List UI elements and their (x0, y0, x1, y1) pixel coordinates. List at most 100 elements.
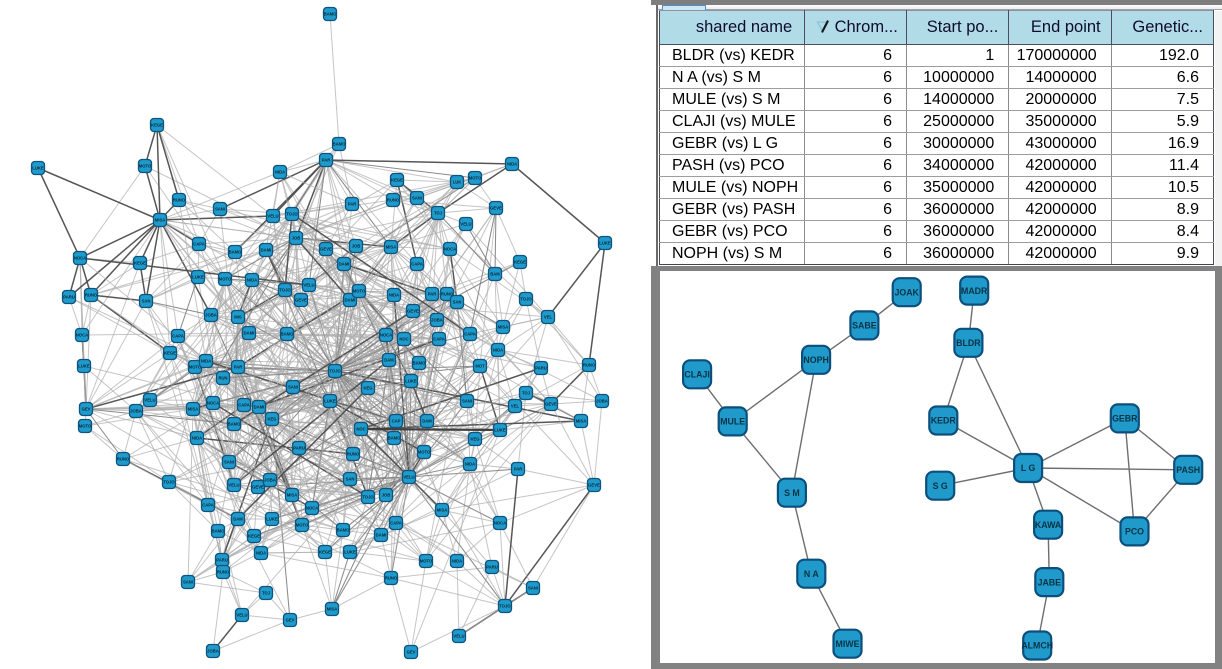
svg-text:PARU: PARU (216, 558, 228, 563)
svg-text:DAMI: DAMI (244, 331, 255, 336)
svg-text:MISA: MISA (287, 493, 297, 498)
svg-text:SAN: SAN (142, 299, 151, 304)
svg-text:S G: S G (933, 481, 948, 491)
svg-text:TOJO: TOJO (329, 369, 341, 374)
svg-text:MISA: MISA (155, 218, 165, 223)
svg-text:MIS: MIS (234, 315, 242, 320)
svg-text:MADR: MADR (961, 286, 988, 296)
svg-text:BAMO: BAMO (229, 250, 243, 255)
svg-text:MOTO: MOTO (139, 164, 152, 169)
svg-text:KEG: KEG (470, 437, 479, 442)
svg-text:PAR: PAR (428, 292, 437, 297)
svg-text:VELU: VELU (303, 283, 314, 288)
svg-text:DAM: DAM (233, 517, 243, 522)
svg-text:CAPA: CAPA (411, 262, 423, 267)
svg-text:NOC: NOC (399, 337, 408, 342)
svg-text:TOJ: TOJ (434, 211, 443, 216)
svg-text:BAMO: BAMO (228, 422, 242, 427)
svg-text:NIDA: NIDA (275, 170, 285, 175)
svg-text:JOB: JOB (352, 244, 361, 249)
svg-text:JOBA: JOBA (596, 399, 608, 404)
svg-text:LUKE: LUKE (344, 550, 356, 555)
svg-text:NIDA: NIDA (452, 559, 462, 564)
svg-text:SAN: SAN (346, 477, 355, 482)
svg-text:PASH: PASH (1176, 465, 1200, 475)
svg-text:GEVE: GEVE (320, 247, 332, 252)
svg-text:DAM: DAM (422, 419, 432, 424)
svg-text:TOJ: TOJ (262, 591, 271, 596)
svg-text:CAPA: CAPA (433, 337, 445, 342)
svg-text:NIDA: NIDA (192, 436, 202, 441)
svg-text:VELU: VELU (460, 222, 471, 227)
svg-text:JOBA: JOBA (130, 409, 142, 414)
svg-text:MOTO: MOTO (79, 424, 92, 429)
svg-text:PAR: PAR (322, 158, 331, 163)
svg-text:MOTO: MOTO (219, 277, 232, 282)
svg-text:KEG: KEG (363, 386, 372, 391)
svg-text:NIDA: NIDA (507, 162, 517, 167)
svg-text:MOTO: MOTO (418, 450, 431, 455)
svg-text:JOBA: JOBA (205, 313, 217, 318)
svg-text:NOC: NOC (356, 427, 365, 432)
svg-text:GEV: GEV (407, 650, 416, 655)
svg-text:VELU: VELU (403, 475, 414, 480)
svg-text:PARU: PARU (486, 565, 498, 570)
svg-text:BAMO: BAMO (212, 529, 226, 534)
svg-text:TOJO: TOJO (362, 495, 374, 500)
svg-text:VELU: VELU (228, 483, 239, 488)
svg-text:JOBA: JOBA (207, 649, 219, 654)
svg-text:TOJO: TOJO (520, 297, 532, 302)
svg-text:JOB: JOB (382, 493, 391, 498)
svg-text:TOJO: TOJO (279, 288, 291, 293)
svg-text:RUNO: RUNO (173, 198, 186, 203)
svg-text:KEGE: KEGE (319, 550, 331, 555)
svg-text:DAMI: DAMI (339, 262, 350, 267)
svg-text:MOT: MOT (475, 364, 485, 369)
svg-text:LUKE: LUKE (266, 517, 278, 522)
svg-text:TOJO: TOJO (286, 212, 298, 217)
svg-text:VELU: VELU (453, 634, 464, 639)
svg-text:NIDA: NIDA (247, 278, 257, 283)
svg-text:SANI: SANI (224, 460, 234, 465)
svg-text:GEBR: GEBR (1112, 414, 1138, 424)
svg-text:KEGE: KEGE (151, 123, 163, 128)
svg-text:GEVE: GEVE (490, 206, 502, 211)
svg-text:MISA: MISA (386, 245, 396, 250)
svg-text:NOCA: NOCA (494, 521, 506, 526)
svg-text:MIWE: MIWE (836, 639, 860, 649)
svg-text:MOTO: MOTO (296, 523, 309, 528)
svg-text:MOTO: MOTO (420, 559, 433, 564)
svg-text:BAMO: BAMO (388, 436, 402, 441)
svg-text:DAMI: DAMI (254, 405, 265, 410)
svg-text:JOB: JOB (292, 236, 301, 241)
svg-text:NOCA: NOCA (76, 333, 88, 338)
svg-text:ALMCH: ALMCH (1021, 641, 1053, 651)
svg-text:SAN: SAN (453, 300, 462, 305)
svg-text:CAPA: CAPA (464, 332, 476, 337)
svg-text:KEGE: KEGE (134, 261, 146, 266)
svg-text:MISA: MISA (498, 325, 508, 330)
svg-text:PAR: PAR (348, 202, 357, 207)
svg-text:LUK: LUK (453, 180, 462, 185)
svg-text:CAPA: CAPA (193, 242, 205, 247)
svg-text:NIDA: NIDA (465, 462, 475, 467)
svg-text:MOTO: MOTO (469, 176, 482, 181)
svg-text:NOCA: NOCA (306, 506, 318, 511)
svg-text:CAPA: CAPA (390, 521, 402, 526)
svg-text:LUKE: LUKE (78, 364, 90, 369)
svg-text:N A: N A (804, 569, 819, 579)
svg-text:LUKE: LUKE (32, 166, 44, 171)
svg-text:KEGE: KEGE (248, 534, 260, 539)
svg-text:KEGE: KEGE (164, 351, 176, 356)
svg-text:TOJO: TOJO (499, 604, 511, 609)
svg-text:CAPA: CAPA (172, 334, 184, 339)
svg-text:BAMO: BAMO (324, 12, 338, 17)
svg-text:PAR: PAR (514, 467, 523, 472)
svg-text:VELU: VELU (144, 398, 155, 403)
svg-text:JOBA: JOBA (264, 478, 276, 483)
svg-text:NIDA: NIDA (256, 551, 266, 556)
svg-text:GEVE: GEVE (545, 402, 557, 407)
svg-text:LUKE: LUKE (192, 275, 204, 280)
svg-text:S M: S M (784, 488, 800, 498)
svg-text:MOTO: MOTO (353, 289, 366, 294)
